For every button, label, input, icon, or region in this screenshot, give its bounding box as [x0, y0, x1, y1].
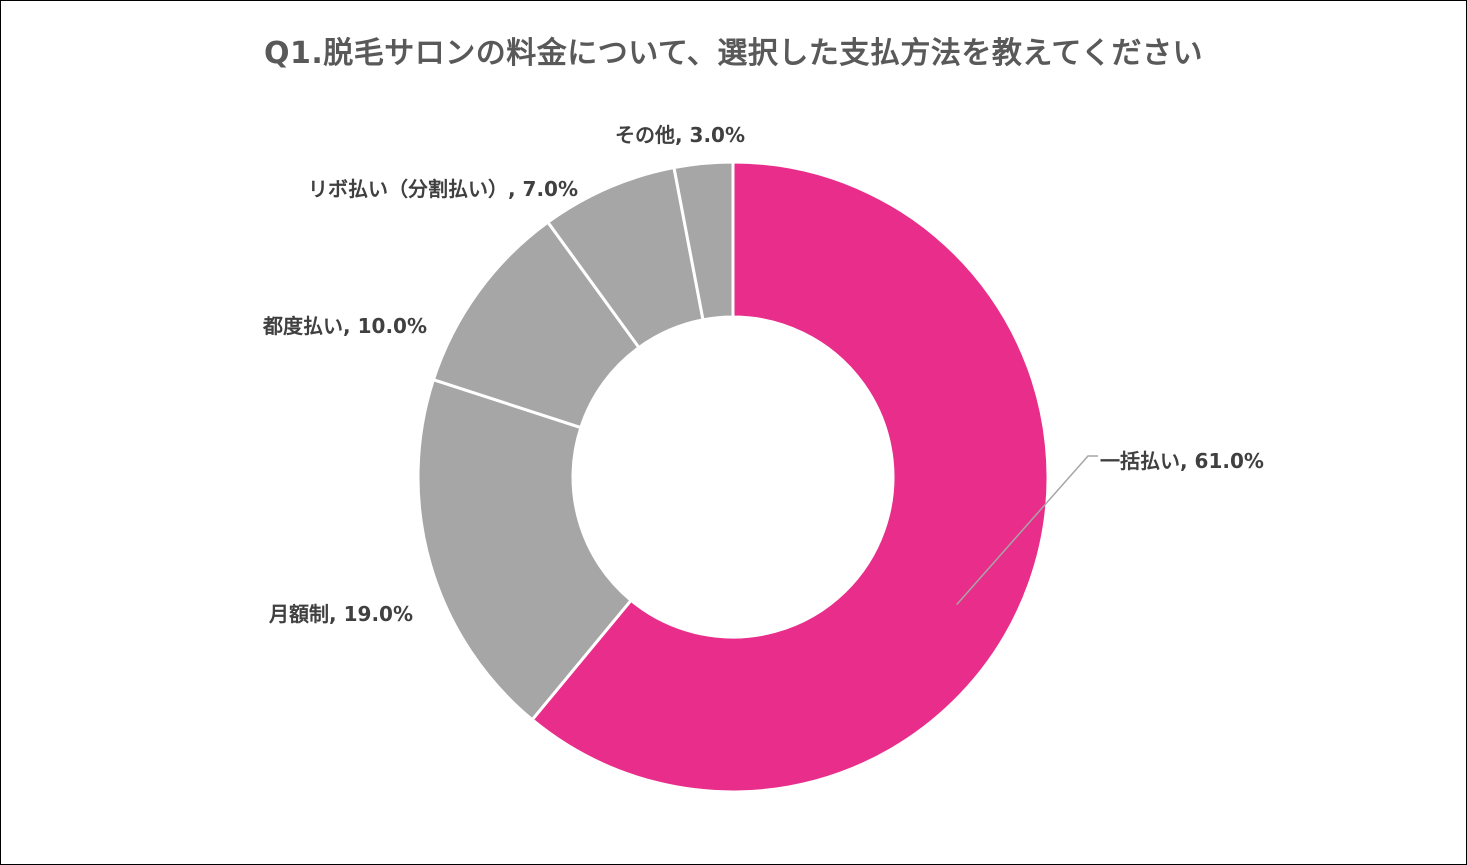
slice-1 [530, 160, 1050, 794]
slice-2 [416, 377, 634, 722]
chart-title: Q1.脱毛サロンの料金について、選択した支払方法を教えてください [264, 36, 1203, 71]
donut-slices [416, 160, 1050, 794]
slice-label-3: 都度払い, 10.0% [262, 314, 427, 338]
slice-label-5: その他, 3.0% [615, 123, 745, 147]
slice-label-1: 一括払い, 61.0% [1100, 449, 1264, 473]
slice-5 [672, 160, 735, 322]
slice-label-2: 月額制, 19.0% [268, 602, 413, 626]
slice-labels: 一括払い, 61.0% 月額制, 19.0% 都度払い, 10.0% リボ払い（分割払… [262, 123, 1264, 626]
leader-line-1 [956, 455, 1098, 606]
slice-label-4: リボ払い（分割払い）, 7.0% [308, 177, 578, 201]
